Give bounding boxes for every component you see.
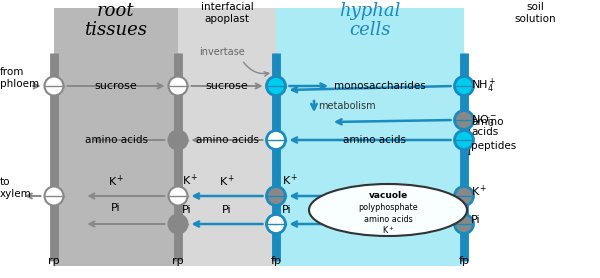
Circle shape — [169, 215, 187, 234]
Bar — [178, 8, 276, 266]
Circle shape — [169, 76, 187, 96]
Circle shape — [455, 76, 473, 96]
Circle shape — [455, 110, 473, 130]
Text: K$^+$: K$^+$ — [382, 224, 394, 236]
Text: NO$_3^-$: NO$_3^-$ — [471, 113, 497, 128]
Text: Pi: Pi — [471, 215, 481, 225]
Text: K$^+$: K$^+$ — [108, 173, 124, 189]
Text: NH$_4^+$: NH$_4^+$ — [471, 77, 497, 95]
Text: K$^+$: K$^+$ — [282, 172, 299, 188]
Text: amino acids: amino acids — [85, 135, 148, 145]
Text: amino
acids: amino acids — [471, 117, 503, 137]
Text: fp: fp — [458, 256, 469, 266]
Text: K$^+$: K$^+$ — [182, 172, 199, 188]
Circle shape — [455, 187, 473, 205]
Text: root
tissues: root tissues — [85, 2, 148, 39]
Text: hyphal
cells: hyphal cells — [340, 2, 401, 39]
Text: sucrose: sucrose — [95, 81, 137, 91]
Text: rp: rp — [48, 256, 60, 266]
Text: fp: fp — [271, 256, 281, 266]
Circle shape — [455, 215, 473, 234]
Text: sucrose: sucrose — [206, 81, 248, 91]
Text: polyphosphate: polyphosphate — [358, 203, 418, 212]
Circle shape — [266, 76, 286, 96]
Circle shape — [169, 130, 187, 150]
Ellipse shape — [309, 184, 467, 236]
Text: K$^+$: K$^+$ — [471, 183, 488, 199]
Text: amino acids: amino acids — [364, 215, 412, 224]
Text: monosaccharides: monosaccharides — [334, 81, 426, 91]
Text: rp: rp — [172, 256, 184, 266]
Text: to
xylem: to xylem — [0, 177, 32, 199]
Circle shape — [44, 76, 64, 96]
Bar — [54, 8, 178, 266]
Text: soil
solution: soil solution — [514, 2, 556, 24]
Text: Pi: Pi — [282, 205, 292, 215]
Text: Pi: Pi — [111, 203, 121, 213]
Text: metabolism: metabolism — [318, 101, 376, 111]
Text: interfacial
apoplast: interfacial apoplast — [200, 2, 253, 24]
Text: invertase: invertase — [199, 47, 245, 57]
Circle shape — [44, 187, 64, 205]
Text: K$^+$: K$^+$ — [219, 173, 235, 189]
Text: amino acids: amino acids — [196, 135, 259, 145]
Circle shape — [266, 187, 286, 205]
Circle shape — [169, 187, 187, 205]
Text: amino acids: amino acids — [343, 135, 407, 145]
Text: Pi: Pi — [222, 205, 232, 215]
Circle shape — [266, 215, 286, 234]
Text: vacuole: vacuole — [368, 192, 407, 200]
Text: Pi: Pi — [182, 205, 191, 215]
Circle shape — [266, 130, 286, 150]
Circle shape — [455, 130, 473, 150]
Bar — [276, 8, 464, 266]
Text: peptides: peptides — [471, 141, 516, 151]
Text: from
phloem: from phloem — [0, 67, 39, 89]
